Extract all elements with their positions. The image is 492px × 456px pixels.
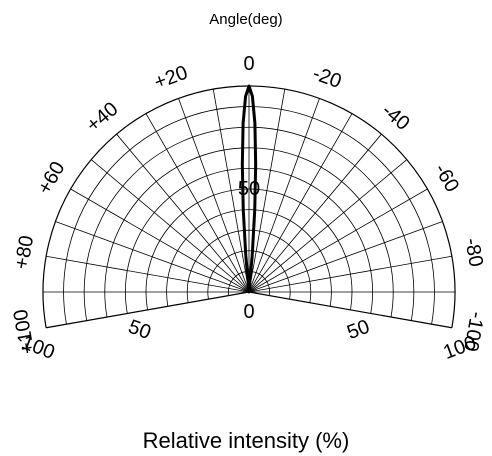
angle-tick-label: +20	[151, 62, 190, 94]
grid-spoke	[248, 159, 408, 293]
chart-title: Angle(deg)	[209, 11, 282, 28]
grid-spoke	[55, 221, 250, 293]
grid-spoke	[248, 221, 443, 293]
angle-tick-label: +60	[34, 158, 70, 198]
grid-spoke	[248, 98, 320, 293]
radial-tick-label: 50	[125, 316, 154, 344]
grid-spoke	[248, 188, 428, 293]
grid-spoke	[248, 113, 353, 293]
grid-spoke	[145, 113, 250, 293]
angle-tick-label: -60	[430, 160, 464, 196]
radial-tick-label: 50	[238, 178, 260, 200]
grid-spoke	[46, 255, 250, 293]
grid-spoke	[212, 89, 250, 293]
angle-tick-label: -80	[460, 236, 487, 268]
grid-spoke	[116, 133, 250, 293]
radial-tick-label: 50	[344, 316, 373, 344]
angle-tick-label: +40	[82, 98, 122, 137]
x-axis-label: Relative intensity (%)	[143, 428, 350, 453]
angle-tick-label: 0	[243, 53, 254, 75]
angle-tick-label: +80	[11, 234, 39, 271]
grid-spoke	[248, 133, 382, 293]
polar-grid	[42, 85, 456, 329]
angle-tick-label: -40	[377, 100, 413, 135]
data-layer	[240, 84, 258, 294]
series-line	[240, 84, 258, 294]
grid-spoke	[248, 291, 452, 329]
grid-spoke	[248, 89, 286, 293]
grid-spoke	[90, 159, 250, 293]
grid-spoke	[248, 255, 452, 293]
grid-spoke	[178, 98, 250, 293]
radial-tick-label: 100	[19, 332, 58, 364]
grid-spoke	[46, 291, 250, 329]
radial-tick-label: 0	[243, 301, 254, 323]
angle-tick-label: -20	[310, 62, 345, 93]
grid-spoke	[70, 188, 250, 293]
